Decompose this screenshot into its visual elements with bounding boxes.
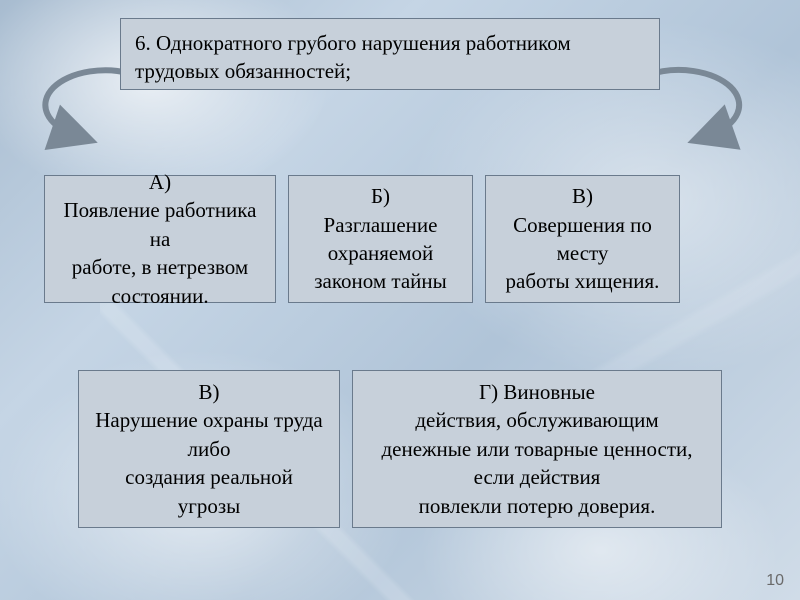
box-g-l2: денежные или товарные ценности, [381, 435, 692, 463]
box-a-letter: А) [149, 168, 171, 196]
box-v1-letter: В) [572, 182, 593, 210]
box-v2-l4: угрозы [178, 492, 241, 520]
box-a-l3: состоянии. [111, 282, 208, 310]
box-g-l1: действия, обслуживающим [415, 406, 658, 434]
box-g-l4: повлекли потерю доверия. [419, 492, 656, 520]
box-g-l3: если действия [474, 463, 601, 491]
box-b: Б) Разглашение охраняемой законом тайны [288, 175, 473, 303]
box-g: Г) Виновные действия, обслуживающим дене… [352, 370, 722, 528]
box-b-letter: Б) [371, 182, 390, 210]
box-v2: В) Нарушение охраны труда либо создания … [78, 370, 340, 528]
header-box: 6. Однократного грубого нарушения работн… [120, 18, 660, 90]
box-b-l3: законом тайны [314, 267, 446, 295]
box-v2-l1: Нарушение охраны труда [95, 406, 322, 434]
box-v2-l2: либо [188, 435, 231, 463]
box-v2-l3: создания реальной [125, 463, 293, 491]
header-line1: 6. Однократного грубого нарушения работн… [135, 29, 571, 57]
box-a-l2: работе, в нетрезвом [72, 253, 248, 281]
box-v2-letter: В) [199, 378, 220, 406]
box-v1: В) Совершения по месту работы хищения. [485, 175, 680, 303]
box-b-l1: Разглашение [324, 211, 438, 239]
box-a-l1: Появление работника на [55, 196, 265, 253]
box-g-letter: Г) Виновные [479, 378, 595, 406]
box-v1-l1: Совершения по [513, 211, 652, 239]
box-v1-l2: месту [557, 239, 609, 267]
box-v1-l3: работы хищения. [506, 267, 660, 295]
box-b-l2: охраняемой [328, 239, 434, 267]
page-number: 10 [766, 572, 784, 590]
header-line2: трудовых обязанностей; [135, 57, 351, 85]
box-a: А) Появление работника на работе, в нетр… [44, 175, 276, 303]
